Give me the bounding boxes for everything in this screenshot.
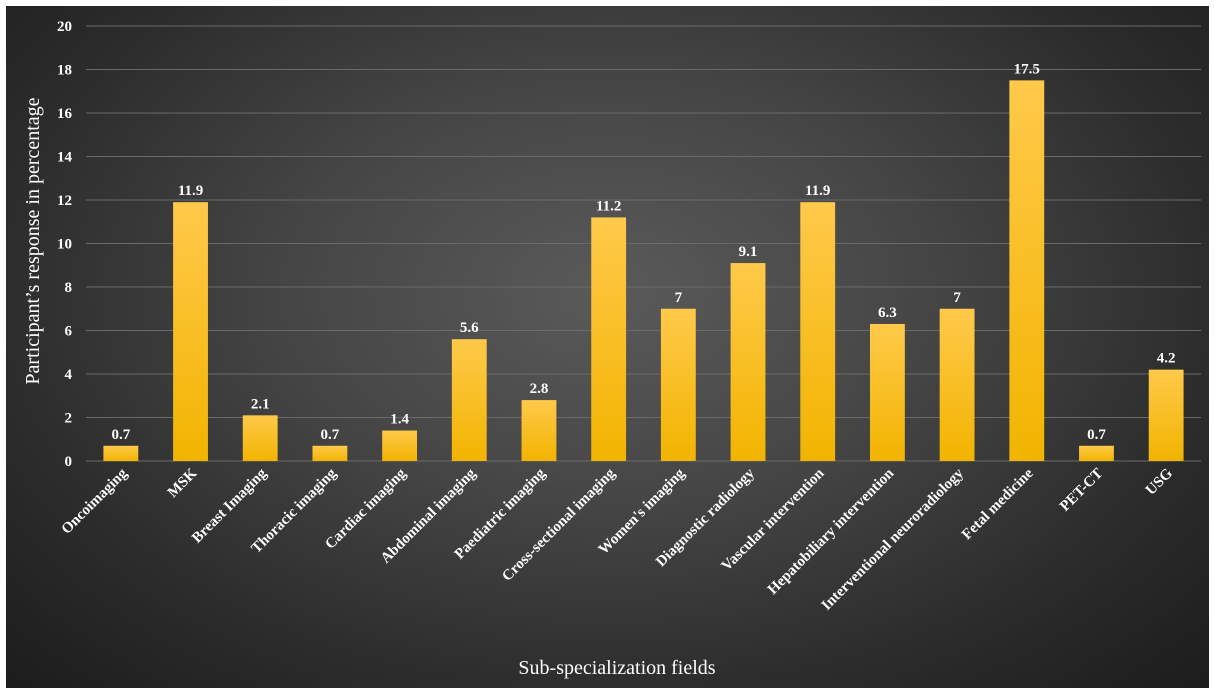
x-axis-title: Sub-specialization fields [518, 657, 715, 679]
bar [382, 430, 418, 461]
bar [242, 415, 278, 461]
bar-chart: 0 2 4 6 8 10 12 14 16 18 20 0.7 11.9 2.1 0.7 1.4 5.6 2.8… [22, 19, 1201, 679]
data-label: 7 [953, 290, 961, 306]
bar [1009, 80, 1045, 461]
data-label: 17.5 [1014, 61, 1040, 77]
data-label: 5.6 [460, 320, 479, 336]
data-label: 7 [675, 290, 683, 306]
x-tick-label: MSK [165, 465, 201, 501]
bar [730, 263, 766, 461]
x-tick-label: Fetal medicine [959, 465, 1037, 543]
data-labels: 0.7 11.9 2.1 0.7 1.4 5.6 2.8 11.2 7 9.1 11.9 6.3 7 17… [111, 61, 1175, 442]
y-axis-ticks: 0 2 4 6 8 10 12 14 16 18 20 [57, 19, 73, 470]
x-tick-label: PET-CT [1057, 466, 1106, 515]
data-label: 6.3 [878, 305, 897, 321]
data-label: 4.2 [1157, 351, 1176, 367]
y-axis-title: Participant’s response in percentage [22, 97, 44, 384]
data-label: 9.1 [739, 244, 758, 260]
y-tick-label: 10 [57, 237, 72, 253]
y-tick-label: 14 [57, 150, 73, 166]
data-label: 11.9 [178, 183, 203, 199]
x-tick-label: Oncoimaging [59, 465, 131, 537]
x-tick-label: Hepatobiliary intervention [765, 465, 898, 598]
bar [660, 308, 696, 461]
bar [1148, 369, 1184, 461]
bar [800, 202, 836, 462]
bar [103, 445, 139, 461]
y-tick-label: 12 [57, 193, 72, 209]
bar [939, 308, 975, 461]
y-tick-label: 6 [65, 324, 73, 340]
x-tick-label: Cross-sectional imaging [499, 465, 619, 585]
y-tick-label: 0 [65, 454, 73, 470]
y-tick-label: 20 [57, 19, 72, 35]
y-tick-label: 4 [65, 367, 73, 383]
data-label: 0.7 [1087, 427, 1106, 443]
data-label: 0.7 [321, 427, 340, 443]
bar [312, 445, 348, 461]
data-label: 2.8 [530, 381, 549, 397]
data-label: 11.9 [805, 183, 830, 199]
data-label: 11.2 [596, 198, 621, 214]
data-label: 0.7 [111, 427, 130, 443]
bar [521, 400, 557, 461]
bar [451, 339, 487, 461]
bar [173, 202, 208, 462]
x-tick-label: Interventional neuroradiology [819, 465, 967, 613]
y-tick-label: 16 [57, 106, 73, 122]
y-tick-label: 18 [57, 63, 72, 79]
x-tick-label: Breast Imaging [189, 465, 270, 546]
data-label: 2.1 [251, 396, 270, 412]
x-tick-label: USG [1143, 465, 1176, 498]
chart-area: 0 2 4 6 8 10 12 14 16 18 20 0.7 11.9 2.1 0.7 1.4 5.6 2.8… [6, 6, 1209, 688]
bar [869, 323, 905, 461]
bars [103, 80, 1184, 462]
bar [1079, 445, 1114, 461]
y-tick-label: 2 [65, 411, 73, 427]
bar [591, 217, 627, 461]
y-tick-label: 8 [65, 280, 73, 296]
data-label: 1.4 [390, 412, 409, 428]
